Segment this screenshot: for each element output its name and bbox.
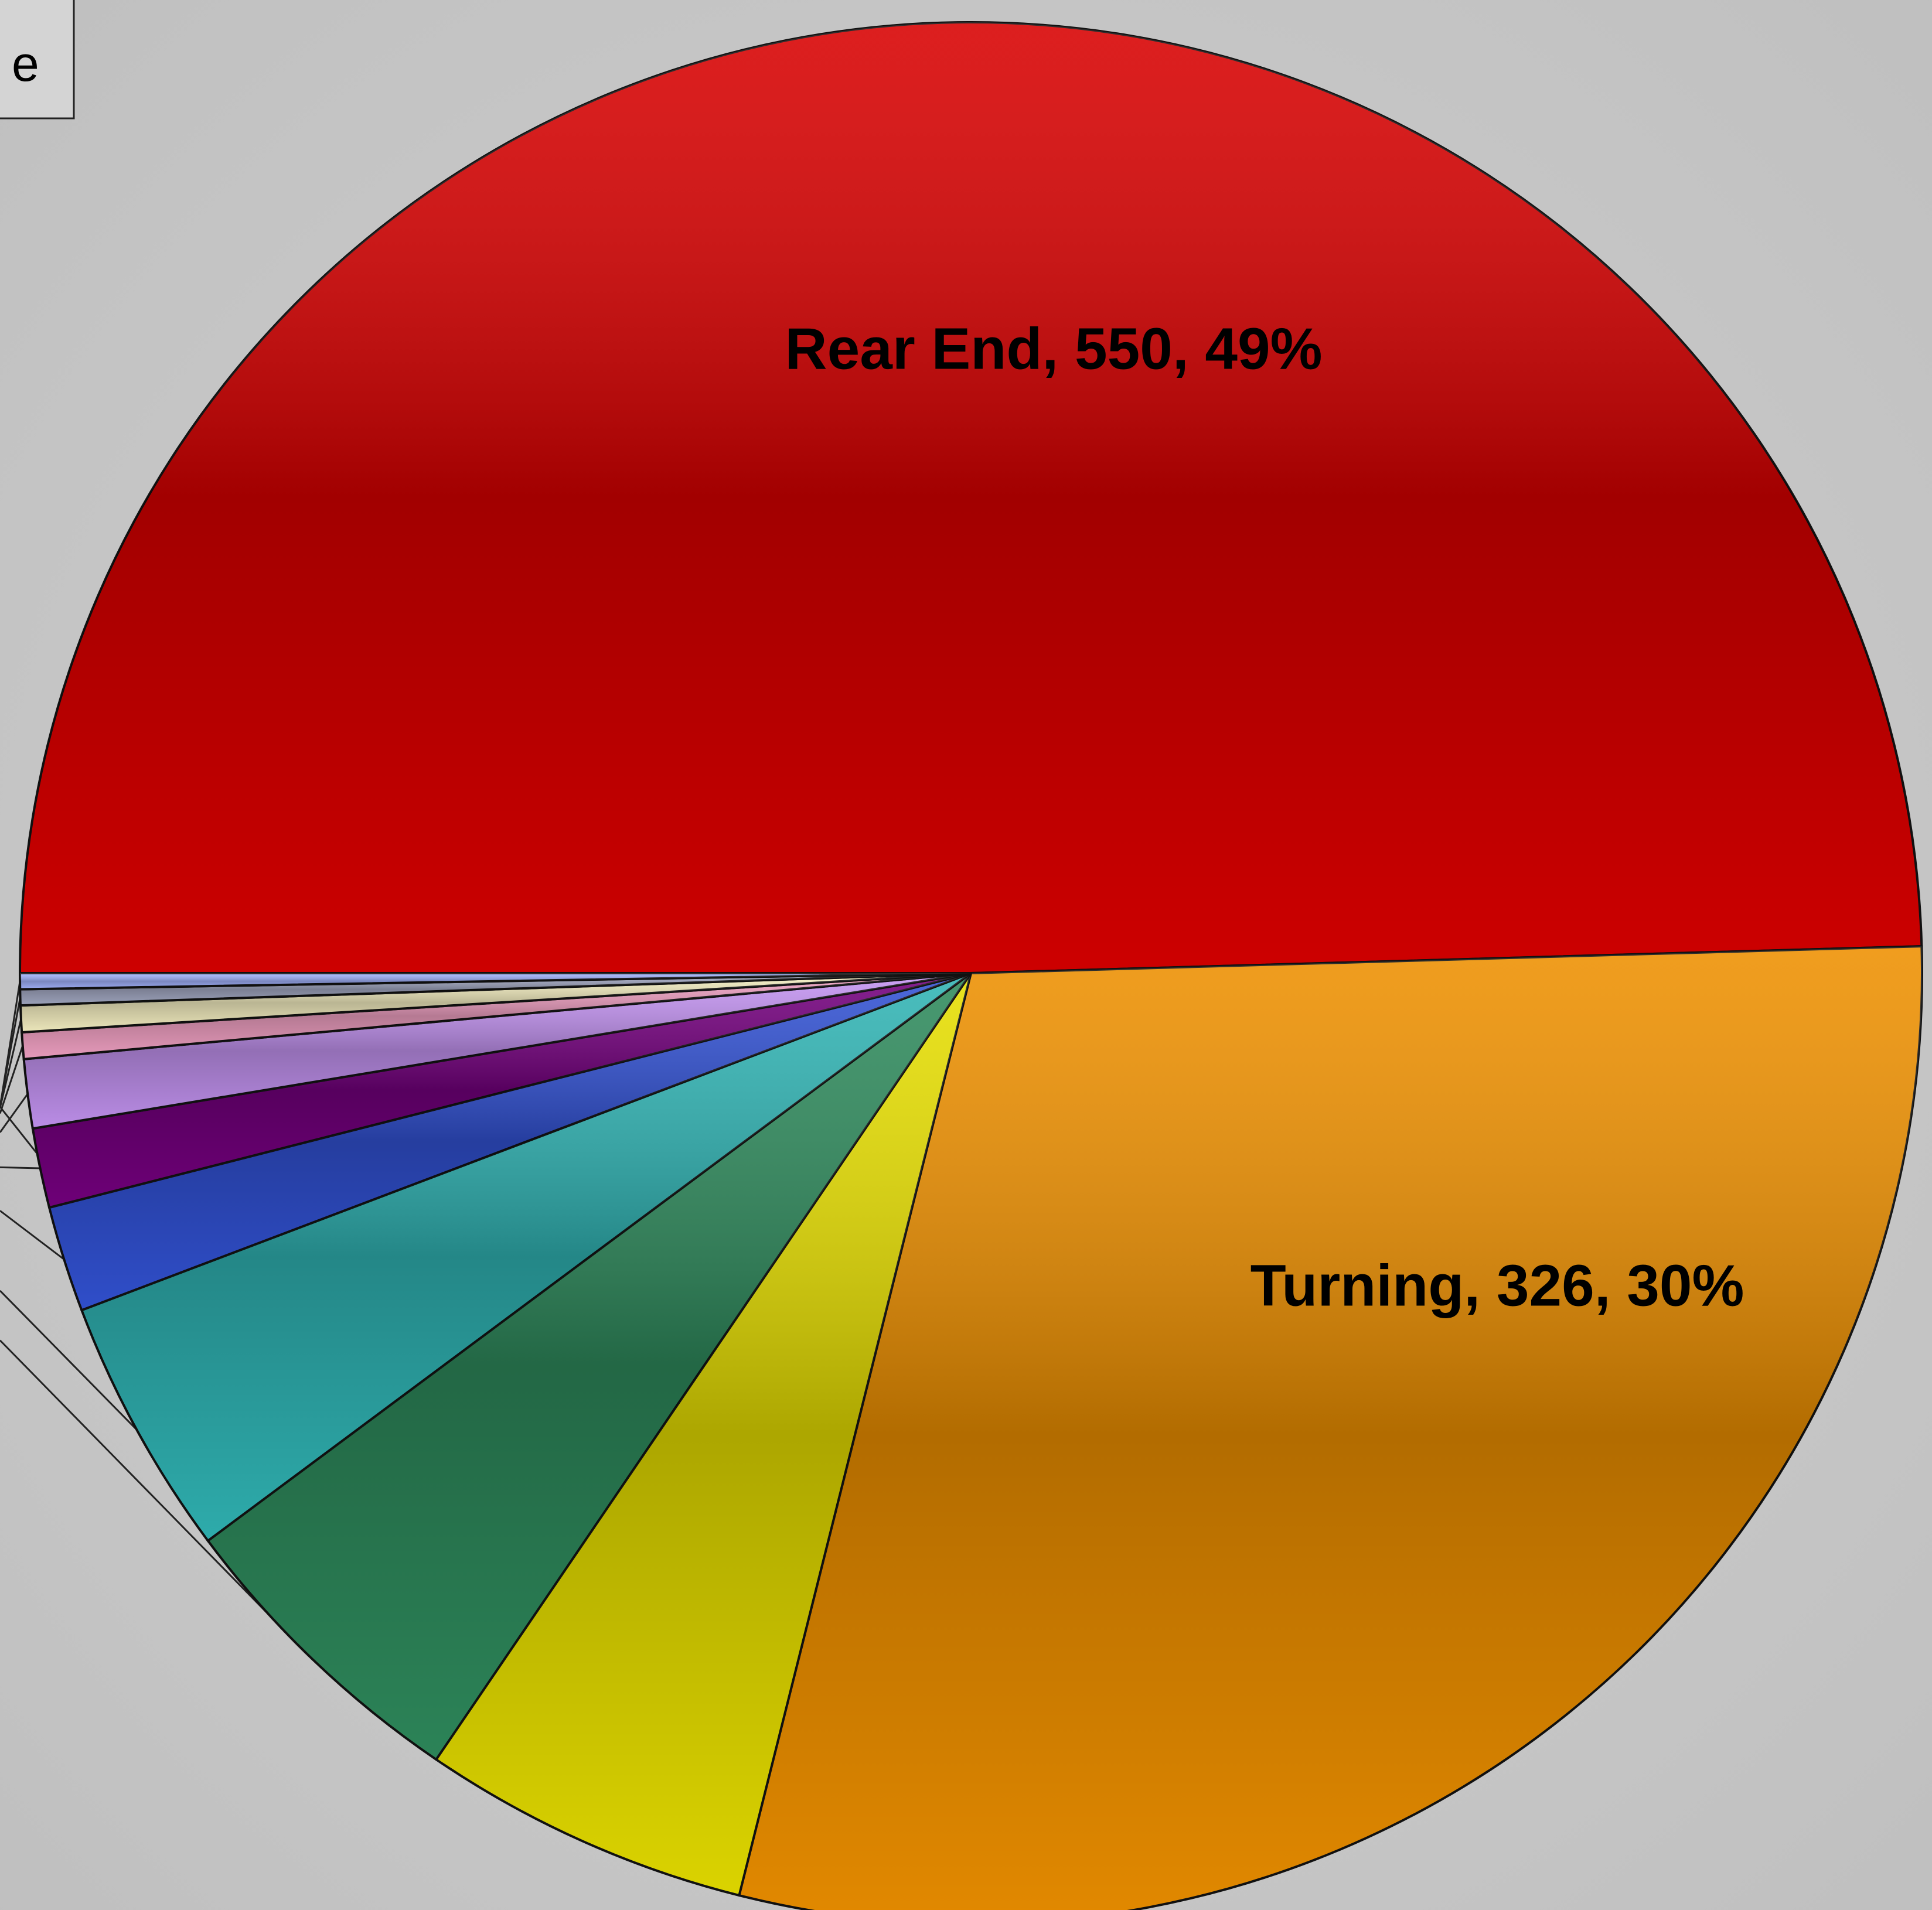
data-label: Turning, 326, 30% — [1250, 1253, 1744, 1318]
data-label: Rear End, 550, 49% — [785, 316, 1322, 381]
leader-line — [0, 1045, 24, 1114]
legend-text: e — [12, 36, 39, 91]
leader-line — [0, 981, 21, 1108]
leader-line — [0, 1018, 22, 1109]
leader-line — [0, 1093, 29, 1133]
leader-line — [0, 1166, 40, 1169]
pie — [18, 21, 1923, 1910]
legend-box — [0, 0, 75, 120]
